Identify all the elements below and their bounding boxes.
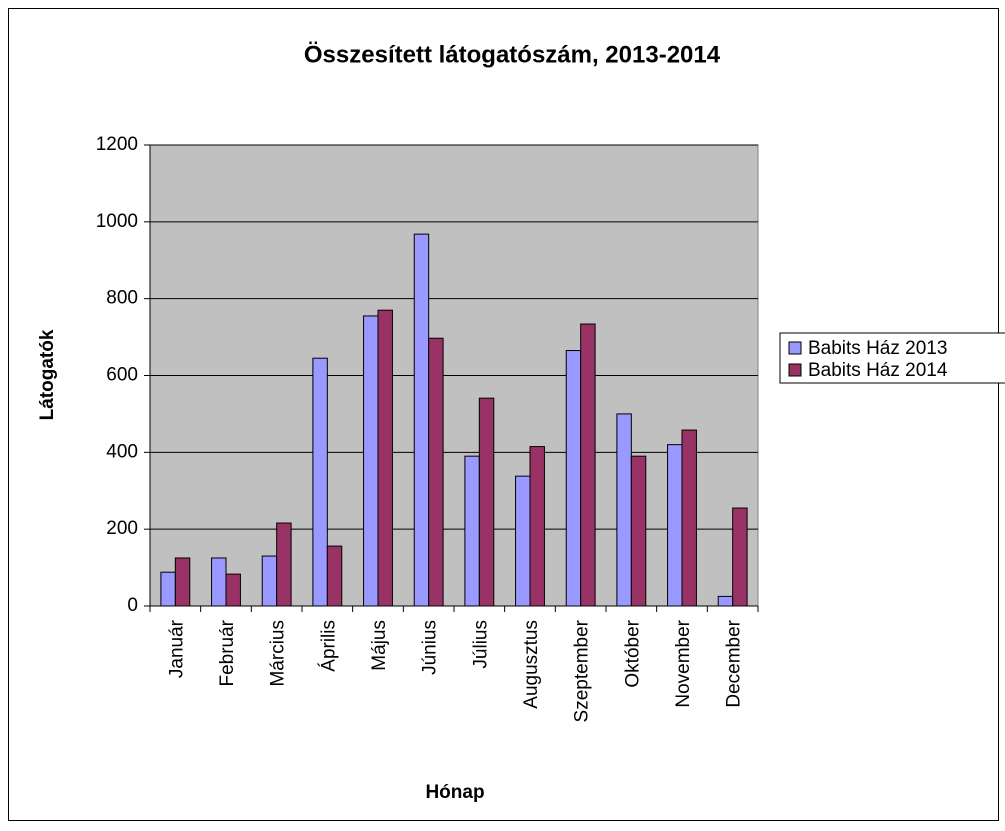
y-tick-label: 1200 xyxy=(96,134,138,155)
legend-label: Babits Ház 2014 xyxy=(808,360,948,381)
x-tick-label: Július xyxy=(470,620,491,669)
bar xyxy=(515,475,531,607)
legend-swatch xyxy=(788,341,802,355)
bar xyxy=(363,315,379,607)
x-tick-label: Január xyxy=(166,619,187,678)
x-tick-label: Június xyxy=(420,620,441,675)
y-axis-label: Látogatók xyxy=(37,329,58,420)
bar xyxy=(732,507,748,607)
bar xyxy=(565,350,582,607)
bar xyxy=(174,557,191,607)
bar xyxy=(478,397,495,607)
bar xyxy=(717,595,734,607)
x-axis-label: Hónap xyxy=(425,782,484,803)
bar xyxy=(326,545,343,607)
bar xyxy=(160,571,176,607)
legend-swatch xyxy=(788,363,802,377)
x-tick-label: Március xyxy=(268,620,289,687)
x-tick-label: December xyxy=(724,619,745,707)
bar xyxy=(211,557,227,607)
bar xyxy=(312,357,328,607)
x-tick-label: November xyxy=(673,619,694,707)
legend-box xyxy=(779,332,1005,384)
bar xyxy=(261,555,278,607)
x-tick-label: Szeptember xyxy=(572,619,593,722)
y-tick-label: 800 xyxy=(106,288,138,309)
y-tick-label: 200 xyxy=(106,518,138,539)
x-tick-label: Február xyxy=(217,619,238,686)
bar xyxy=(413,233,430,607)
y-tick-label: 0 xyxy=(127,595,138,616)
bar xyxy=(428,337,444,607)
y-tick-label: 600 xyxy=(106,365,138,386)
bar xyxy=(225,573,241,607)
y-tick-label: 1000 xyxy=(96,211,138,232)
x-tick-label: Augusztus xyxy=(521,620,542,709)
bar xyxy=(616,413,632,607)
legend-label: Babits Ház 2013 xyxy=(808,338,947,359)
x-tick-label: Május xyxy=(369,620,390,671)
bar xyxy=(580,323,596,607)
bar xyxy=(276,522,292,607)
x-tick-label: Október xyxy=(622,619,643,687)
x-tick-label: Április xyxy=(318,620,339,672)
chart-title: Összesített látogatószám, 2013-2014 xyxy=(304,41,721,68)
bar xyxy=(667,444,683,607)
bar xyxy=(630,455,647,607)
bar xyxy=(529,446,545,607)
y-tick-label: 400 xyxy=(106,441,138,462)
bar xyxy=(464,455,480,607)
bar xyxy=(377,309,393,607)
bar xyxy=(681,429,697,607)
